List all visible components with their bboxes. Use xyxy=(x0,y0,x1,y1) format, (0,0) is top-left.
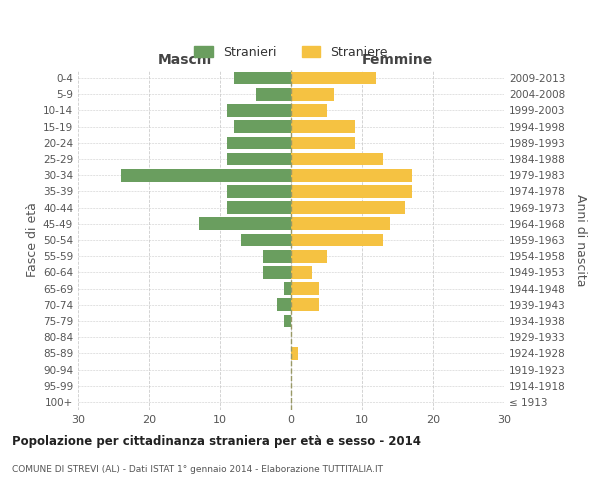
Text: Maschi: Maschi xyxy=(157,52,212,66)
Bar xyxy=(291,136,355,149)
Bar xyxy=(241,234,291,246)
Bar xyxy=(227,185,291,198)
Bar xyxy=(256,88,291,101)
Bar xyxy=(291,169,412,181)
Bar xyxy=(263,266,291,278)
Bar xyxy=(284,282,291,295)
Bar xyxy=(291,72,376,85)
Bar xyxy=(291,218,391,230)
Y-axis label: Fasce di età: Fasce di età xyxy=(26,202,39,278)
Bar xyxy=(291,185,412,198)
Bar xyxy=(121,169,291,181)
Bar xyxy=(291,152,383,166)
Bar xyxy=(263,250,291,262)
Text: COMUNE DI STREVI (AL) - Dati ISTAT 1° gennaio 2014 - Elaborazione TUTTITALIA.IT: COMUNE DI STREVI (AL) - Dati ISTAT 1° ge… xyxy=(12,465,383,474)
Bar xyxy=(291,282,319,295)
Bar xyxy=(227,136,291,149)
Bar xyxy=(291,234,383,246)
Bar xyxy=(291,250,326,262)
Bar xyxy=(227,104,291,117)
Bar xyxy=(291,88,334,101)
Bar xyxy=(291,202,404,214)
Text: Popolazione per cittadinanza straniera per età e sesso - 2014: Popolazione per cittadinanza straniera p… xyxy=(12,435,421,448)
Bar xyxy=(199,218,291,230)
Bar xyxy=(291,347,298,360)
Bar xyxy=(291,104,326,117)
Bar xyxy=(227,202,291,214)
Bar xyxy=(291,298,319,311)
Bar xyxy=(234,72,291,85)
Bar xyxy=(291,120,355,133)
Bar xyxy=(234,120,291,133)
Bar xyxy=(291,266,313,278)
Bar xyxy=(227,152,291,166)
Y-axis label: Anni di nascita: Anni di nascita xyxy=(574,194,587,286)
Bar xyxy=(284,314,291,328)
Legend: Stranieri, Straniere: Stranieri, Straniere xyxy=(191,42,392,62)
Bar xyxy=(277,298,291,311)
Text: Femmine: Femmine xyxy=(362,52,433,66)
